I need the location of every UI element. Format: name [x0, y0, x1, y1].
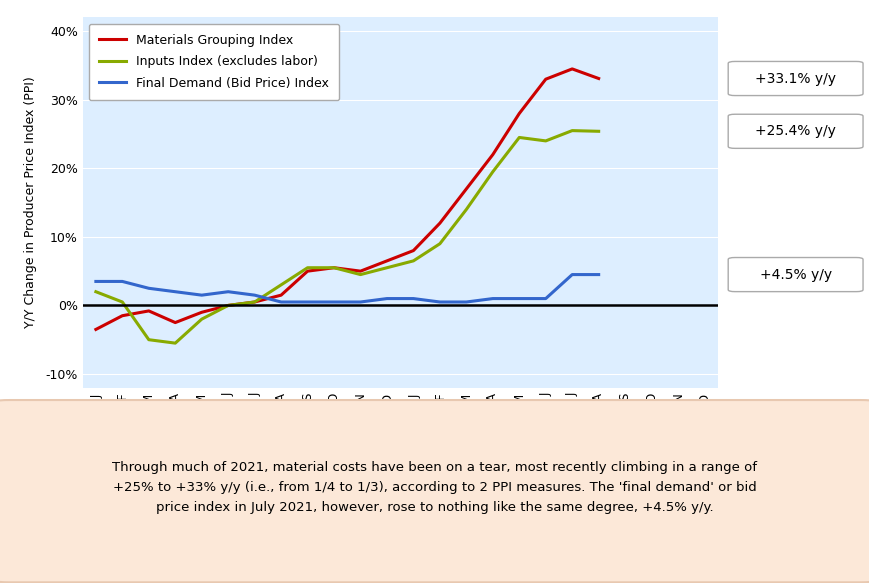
Inputs Index (excludes labor) [90, 288, 101, 295]
X-axis label: Year & Month: Year & Month [342, 427, 458, 442]
Inputs Index (excludes labor) [540, 138, 550, 145]
Final Demand (Bid Price) Index [302, 298, 313, 305]
Materials Grouping Index [90, 326, 101, 333]
Inputs Index (excludes labor) [275, 282, 286, 289]
Line: Final Demand (Bid Price) Index: Final Demand (Bid Price) Index [96, 275, 598, 302]
Final Demand (Bid Price) Index [461, 298, 471, 305]
Final Demand (Bid Price) Index [249, 292, 260, 298]
Materials Grouping Index [117, 312, 128, 319]
Inputs Index (excludes labor) [381, 264, 392, 271]
Final Demand (Bid Price) Index [169, 288, 180, 295]
Materials Grouping Index [249, 298, 260, 305]
Materials Grouping Index [381, 257, 392, 264]
Inputs Index (excludes labor) [593, 128, 603, 135]
Inputs Index (excludes labor) [355, 271, 365, 278]
Inputs Index (excludes labor) [408, 257, 418, 264]
Inputs Index (excludes labor) [461, 206, 471, 213]
Inputs Index (excludes labor) [567, 127, 577, 134]
Materials Grouping Index [355, 268, 365, 275]
Materials Grouping Index [461, 185, 471, 192]
Inputs Index (excludes labor) [249, 298, 260, 305]
Line: Materials Grouping Index: Materials Grouping Index [96, 69, 598, 329]
Materials Grouping Index [169, 319, 180, 326]
Materials Grouping Index [487, 151, 497, 158]
Materials Grouping Index [143, 307, 154, 314]
Text: Through much of 2021, material costs have been on a tear, most recently climbing: Through much of 2021, material costs hav… [112, 461, 757, 514]
FancyBboxPatch shape [0, 400, 869, 582]
FancyBboxPatch shape [727, 61, 862, 96]
Materials Grouping Index [593, 75, 603, 82]
Final Demand (Bid Price) Index [514, 295, 524, 302]
Materials Grouping Index [328, 264, 339, 271]
Inputs Index (excludes labor) [143, 336, 154, 343]
Text: +25.4% y/y: +25.4% y/y [754, 124, 835, 138]
FancyBboxPatch shape [727, 258, 862, 292]
Materials Grouping Index [567, 65, 577, 72]
Text: +4.5% y/y: +4.5% y/y [759, 268, 831, 282]
Final Demand (Bid Price) Index [222, 288, 233, 295]
Inputs Index (excludes labor) [514, 134, 524, 141]
Final Demand (Bid Price) Index [355, 298, 365, 305]
Materials Grouping Index [222, 302, 233, 309]
Final Demand (Bid Price) Index [487, 295, 497, 302]
Line: Inputs Index (excludes labor): Inputs Index (excludes labor) [96, 131, 598, 343]
Materials Grouping Index [196, 309, 207, 316]
Final Demand (Bid Price) Index [593, 271, 603, 278]
Final Demand (Bid Price) Index [196, 292, 207, 298]
Materials Grouping Index [302, 268, 313, 275]
Materials Grouping Index [514, 110, 524, 117]
Materials Grouping Index [434, 220, 445, 227]
Legend: Materials Grouping Index, Inputs Index (excludes labor), Final Demand (Bid Price: Materials Grouping Index, Inputs Index (… [89, 24, 339, 100]
Final Demand (Bid Price) Index [408, 295, 418, 302]
Inputs Index (excludes labor) [328, 264, 339, 271]
Final Demand (Bid Price) Index [90, 278, 101, 285]
Final Demand (Bid Price) Index [275, 298, 286, 305]
Inputs Index (excludes labor) [169, 340, 180, 347]
Final Demand (Bid Price) Index [434, 298, 445, 305]
Final Demand (Bid Price) Index [540, 295, 550, 302]
Materials Grouping Index [540, 76, 550, 83]
Inputs Index (excludes labor) [117, 298, 128, 305]
Inputs Index (excludes labor) [434, 240, 445, 247]
Inputs Index (excludes labor) [222, 302, 233, 309]
Final Demand (Bid Price) Index [117, 278, 128, 285]
Y-axis label: Y/Y Change in Producer Price Index (PPI): Y/Y Change in Producer Price Index (PPI) [24, 77, 37, 328]
Text: +33.1% y/y: +33.1% y/y [754, 72, 835, 86]
Inputs Index (excludes labor) [302, 264, 313, 271]
Inputs Index (excludes labor) [196, 315, 207, 322]
Materials Grouping Index [408, 247, 418, 254]
FancyBboxPatch shape [727, 114, 862, 148]
Final Demand (Bid Price) Index [328, 298, 339, 305]
Materials Grouping Index [275, 292, 286, 298]
Final Demand (Bid Price) Index [567, 271, 577, 278]
Final Demand (Bid Price) Index [381, 295, 392, 302]
Final Demand (Bid Price) Index [143, 285, 154, 292]
Inputs Index (excludes labor) [487, 168, 497, 175]
